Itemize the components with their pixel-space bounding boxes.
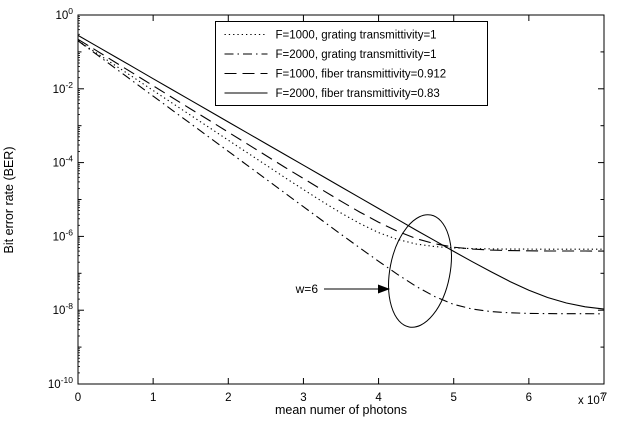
y-tick-label: 10-10	[48, 375, 73, 391]
y-tick-label: 10-4	[53, 154, 74, 170]
series-line-1	[77, 40, 605, 315]
legend: F=1000, grating transmittivity=1 F=2000, …	[215, 21, 488, 106]
series-line-0	[77, 40, 604, 250]
annotations: w=6	[295, 214, 452, 328]
legend-entry-label: F=2000, grating transmittivity=1	[276, 49, 437, 61]
x-axis-multiplier: x 107	[578, 391, 605, 407]
y-tick-label: 10-2	[53, 80, 74, 96]
x-tick-label: 1	[150, 392, 156, 404]
axes: 0 1 2 3 4 5 6 7 100 10-2 10-4 10-6 10-8 10-10 x 107	[48, 6, 607, 407]
x-tick-label: 0	[75, 392, 81, 404]
annotation-text: w=6	[295, 282, 319, 296]
legend-entry-label: F=1000, grating transmittivity=1	[276, 30, 437, 42]
x-tick-label: 6	[526, 392, 532, 404]
x-axis-label: mean numer of photons	[275, 403, 407, 417]
series-lines	[77, 34, 605, 315]
y-tick-label: 100	[55, 6, 73, 22]
crossing-ellipse	[388, 214, 452, 328]
x-tick-label: 7	[601, 392, 607, 404]
x-tick-label: 3	[300, 392, 306, 404]
legend-entry-label: F=1000, fiber transmittivity=0.912	[276, 69, 447, 81]
y-tick-label: 10-8	[53, 301, 74, 317]
legend-box	[215, 21, 488, 106]
y-axis-label: Bit error rate (BER)	[2, 147, 16, 254]
x-tick-label: 4	[375, 392, 382, 404]
x-tick-label: 5	[451, 392, 457, 404]
annotation-arrowhead-icon	[378, 284, 390, 294]
series-line-3	[77, 34, 605, 310]
series-line-2	[77, 38, 605, 252]
legend-entry-label: F=2000, fiber transmittivity=0.83	[276, 88, 440, 100]
x-tick-label: 2	[225, 392, 231, 404]
y-tick-label: 10-6	[53, 227, 74, 243]
